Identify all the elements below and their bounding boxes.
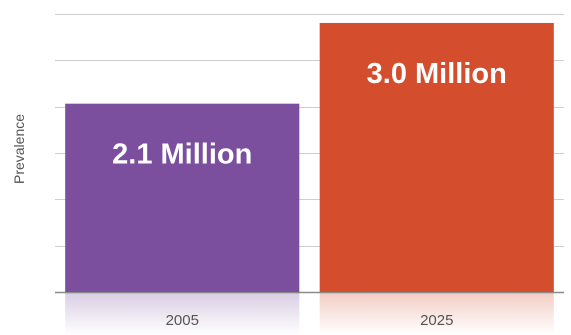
data-labels: 2.1 Million 3.0 Million (112, 58, 507, 171)
bar-reflection (65, 293, 300, 335)
bar-reflections (65, 293, 554, 335)
x-tick-2005: 2005 (166, 312, 199, 329)
bars (65, 22, 554, 292)
data-label-2005: 2.1 Million (112, 139, 252, 171)
bar-2025 (319, 22, 554, 292)
y-axis-label: Prevalence (11, 114, 27, 184)
bar-2005 (65, 103, 300, 292)
bar-reflection (319, 293, 554, 335)
x-tick-labels: 2005 2025 (166, 312, 454, 329)
x-tick-2025: 2025 (420, 312, 453, 329)
data-label-2025: 3.0 Million (367, 58, 507, 90)
